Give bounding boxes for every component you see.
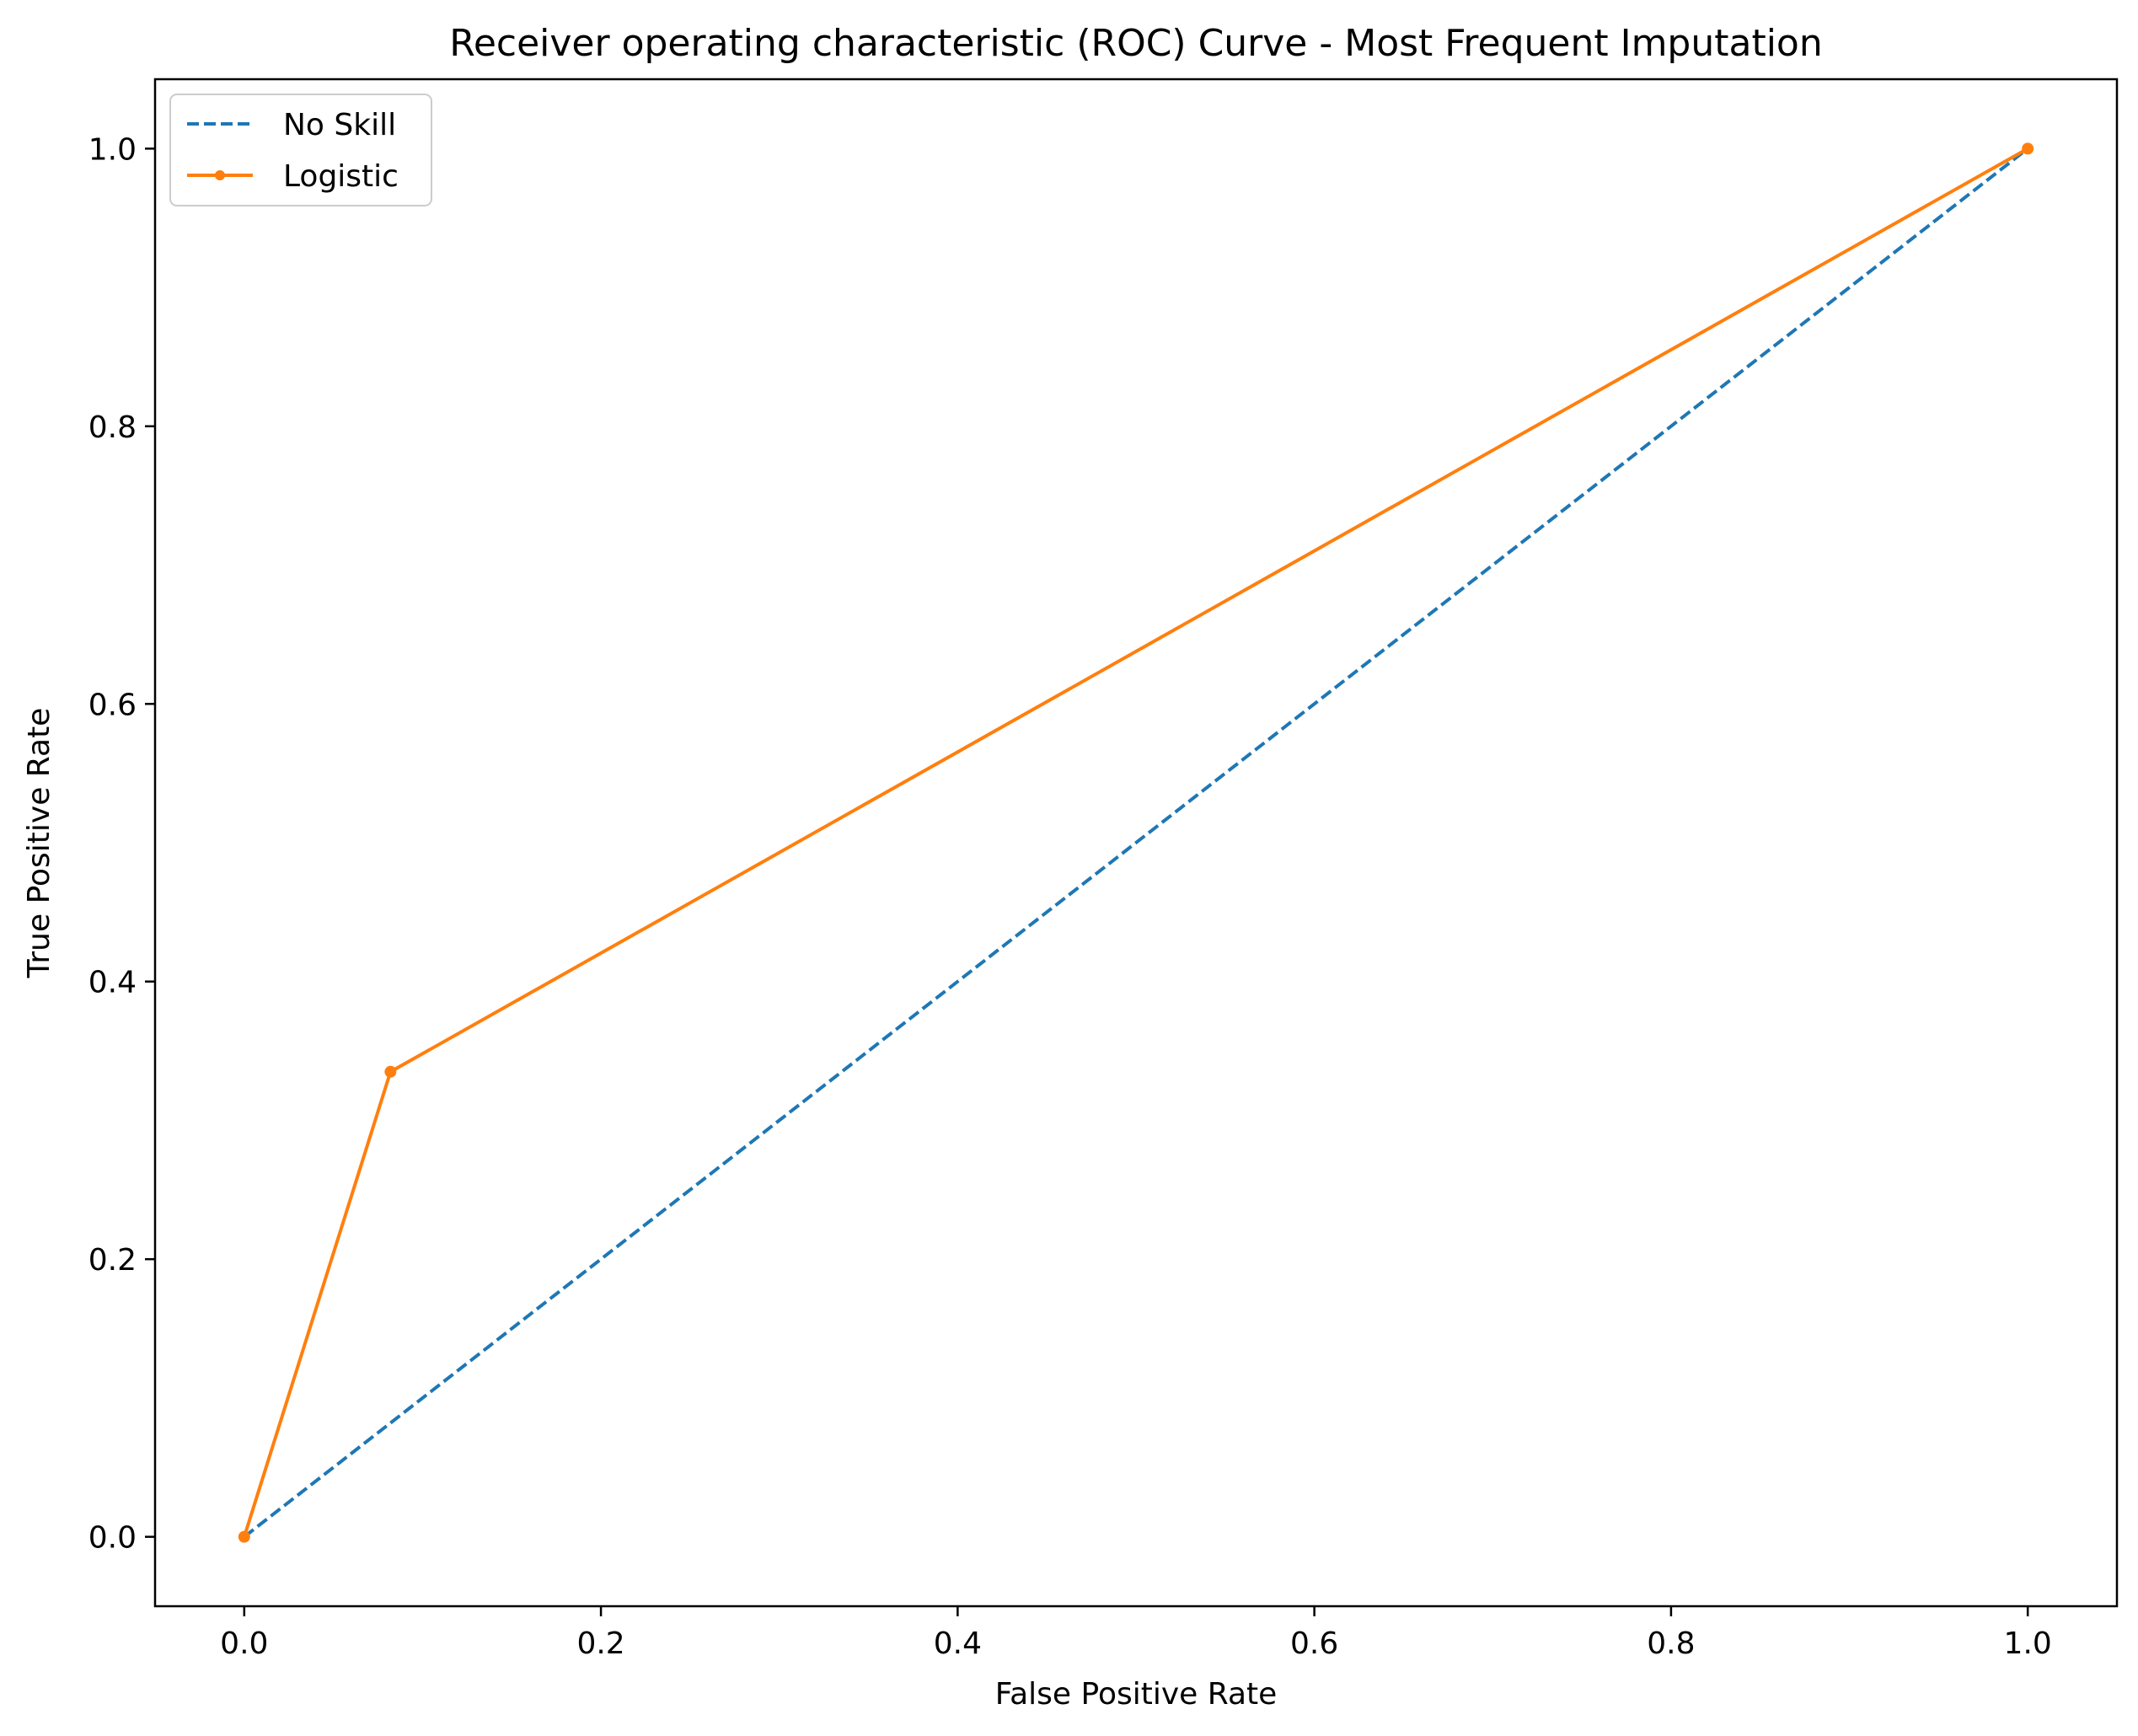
legend-label-no-skill: No Skill [283,108,396,142]
plot-frame [153,78,2119,1608]
data-point-logistic [384,1065,397,1078]
y-axis-label: True Positive Rate [22,708,56,979]
x-tick-label: 0.4 [934,1626,982,1661]
legend-frame [169,94,432,206]
y-tick-label: 0.0 [88,1521,137,1556]
x-axis-label: False Positive Rate [995,1677,1278,1712]
data-point-logistic [238,1530,250,1543]
x-tick-label: 0.6 [1290,1626,1338,1661]
x-axis: 0.0 0.2 0.4 0.6 0.8 1.0 [220,1606,2052,1661]
y-axis: 0.0 0.2 0.4 0.6 0.8 1.0 [88,132,155,1556]
legend: No Skill Logistic [169,94,432,206]
y-tick-label: 1.0 [88,132,137,167]
x-tick-label: 0.8 [1647,1626,1695,1661]
y-tick-label: 0.6 [88,688,137,722]
series-layer [238,142,2034,1543]
y-tick-label: 0.8 [88,410,137,445]
y-tick-label: 0.4 [88,966,137,1000]
data-point-logistic [2022,142,2034,155]
x-tick-label: 0.2 [576,1626,624,1661]
y-tick-label: 0.2 [88,1243,137,1278]
chart-title: Receiver operating characteristic (ROC) … [449,22,1823,65]
legend-marker-logistic [215,170,225,180]
legend-label-logistic: Logistic [283,159,399,194]
x-tick-label: 0.0 [220,1626,268,1661]
x-tick-label: 1.0 [2004,1626,2052,1661]
series-line-no-skill [243,147,2029,1539]
